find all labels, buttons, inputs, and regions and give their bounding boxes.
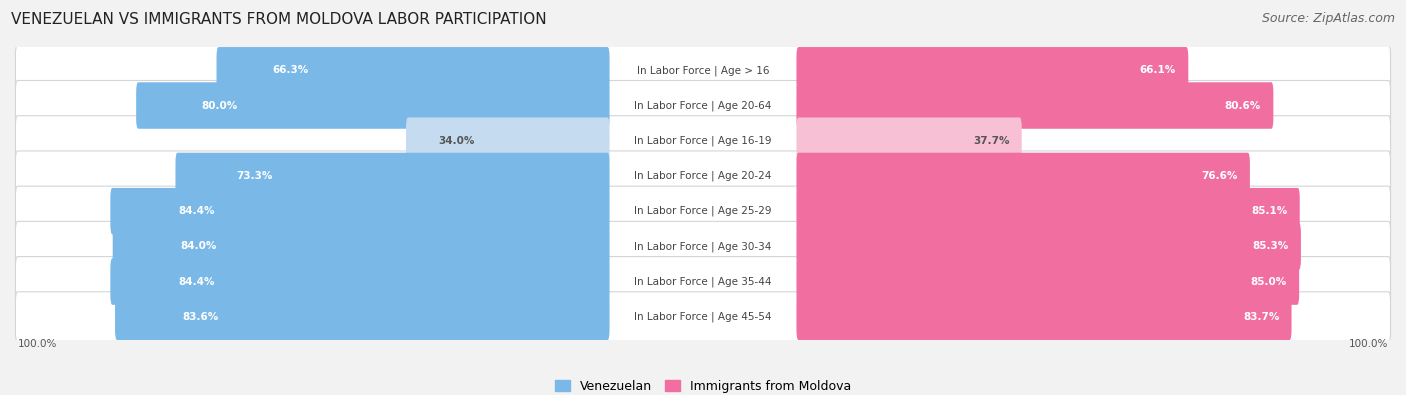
Text: In Labor Force | Age 45-54: In Labor Force | Age 45-54 — [634, 312, 772, 322]
Text: Source: ZipAtlas.com: Source: ZipAtlas.com — [1261, 12, 1395, 25]
Text: 100.0%: 100.0% — [17, 339, 56, 349]
FancyBboxPatch shape — [796, 153, 1250, 199]
FancyBboxPatch shape — [15, 292, 1391, 342]
FancyBboxPatch shape — [136, 82, 610, 129]
Text: 80.0%: 80.0% — [201, 100, 238, 111]
Text: 85.0%: 85.0% — [1251, 276, 1286, 287]
FancyBboxPatch shape — [176, 153, 610, 199]
FancyBboxPatch shape — [15, 45, 1391, 95]
FancyBboxPatch shape — [406, 117, 610, 164]
FancyBboxPatch shape — [15, 257, 1391, 307]
Text: 83.7%: 83.7% — [1243, 312, 1279, 322]
Text: VENEZUELAN VS IMMIGRANTS FROM MOLDOVA LABOR PARTICIPATION: VENEZUELAN VS IMMIGRANTS FROM MOLDOVA LA… — [11, 12, 547, 27]
FancyBboxPatch shape — [796, 293, 1292, 340]
Text: In Labor Force | Age > 16: In Labor Force | Age > 16 — [637, 65, 769, 75]
Text: 85.3%: 85.3% — [1253, 241, 1289, 251]
Text: 66.1%: 66.1% — [1140, 65, 1175, 75]
FancyBboxPatch shape — [110, 188, 610, 234]
Text: In Labor Force | Age 16-19: In Labor Force | Age 16-19 — [634, 135, 772, 146]
Text: In Labor Force | Age 25-29: In Labor Force | Age 25-29 — [634, 206, 772, 216]
Text: In Labor Force | Age 35-44: In Labor Force | Age 35-44 — [634, 276, 772, 287]
Text: 100.0%: 100.0% — [1350, 339, 1389, 349]
FancyBboxPatch shape — [15, 221, 1391, 271]
FancyBboxPatch shape — [15, 116, 1391, 166]
Text: 84.0%: 84.0% — [181, 241, 217, 251]
Text: 84.4%: 84.4% — [179, 276, 215, 287]
Text: 80.6%: 80.6% — [1225, 100, 1261, 111]
FancyBboxPatch shape — [15, 186, 1391, 236]
FancyBboxPatch shape — [112, 223, 610, 270]
FancyBboxPatch shape — [796, 223, 1301, 270]
Text: 73.3%: 73.3% — [236, 171, 273, 181]
Text: 37.7%: 37.7% — [973, 136, 1010, 146]
FancyBboxPatch shape — [217, 47, 610, 94]
FancyBboxPatch shape — [796, 117, 1022, 164]
Text: 76.6%: 76.6% — [1201, 171, 1237, 181]
Text: 85.1%: 85.1% — [1251, 206, 1288, 216]
Text: In Labor Force | Age 20-64: In Labor Force | Age 20-64 — [634, 100, 772, 111]
FancyBboxPatch shape — [15, 81, 1391, 130]
FancyBboxPatch shape — [110, 258, 610, 305]
FancyBboxPatch shape — [115, 293, 610, 340]
Text: In Labor Force | Age 30-34: In Labor Force | Age 30-34 — [634, 241, 772, 252]
FancyBboxPatch shape — [796, 258, 1299, 305]
Text: 34.0%: 34.0% — [439, 136, 475, 146]
FancyBboxPatch shape — [796, 188, 1299, 234]
FancyBboxPatch shape — [15, 151, 1391, 201]
Legend: Venezuelan, Immigrants from Moldova: Venezuelan, Immigrants from Moldova — [550, 375, 856, 395]
Text: 84.4%: 84.4% — [179, 206, 215, 216]
Text: In Labor Force | Age 20-24: In Labor Force | Age 20-24 — [634, 171, 772, 181]
FancyBboxPatch shape — [796, 47, 1188, 94]
Text: 83.6%: 83.6% — [183, 312, 219, 322]
FancyBboxPatch shape — [796, 82, 1274, 129]
Text: 66.3%: 66.3% — [273, 65, 308, 75]
